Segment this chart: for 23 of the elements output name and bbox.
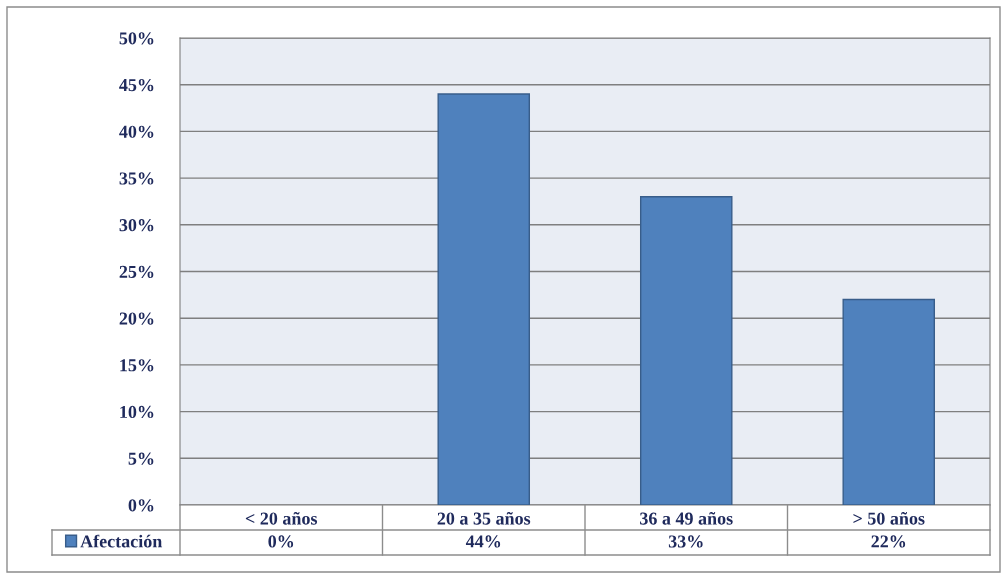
y-tick-label: 10% [120, 405, 154, 419]
y-tick-label: 40% [119, 125, 154, 138]
y-tick-label: 30% [119, 219, 154, 232]
y-tick-label: 0% [128, 499, 154, 512]
data-label: 0% [268, 535, 294, 548]
x-tick-label: 36 a 49 años [640, 511, 733, 525]
bar [437, 93, 531, 505]
data-label: 22% [871, 535, 906, 548]
x-tick-label: > 50 años [853, 511, 925, 525]
data-label: 44% [465, 535, 501, 548]
y-tick-label: 45% [119, 78, 154, 92]
y-tick-label: 35% [119, 172, 154, 185]
legend-label: Afectación [80, 534, 163, 548]
bar [639, 196, 733, 505]
x-tick-label: 20 a 35 años [437, 511, 531, 525]
x-tick-label: < 20 años [245, 511, 318, 525]
y-tick-label: 15% [120, 359, 154, 372]
y-tick-label: 20% [119, 312, 154, 325]
y-tick-label: 25% [119, 265, 154, 278]
bar [842, 298, 936, 505]
data-label: 33% [668, 535, 703, 548]
y-tick-label: 5% [128, 452, 154, 465]
y-tick-label: 50% [119, 32, 154, 45]
